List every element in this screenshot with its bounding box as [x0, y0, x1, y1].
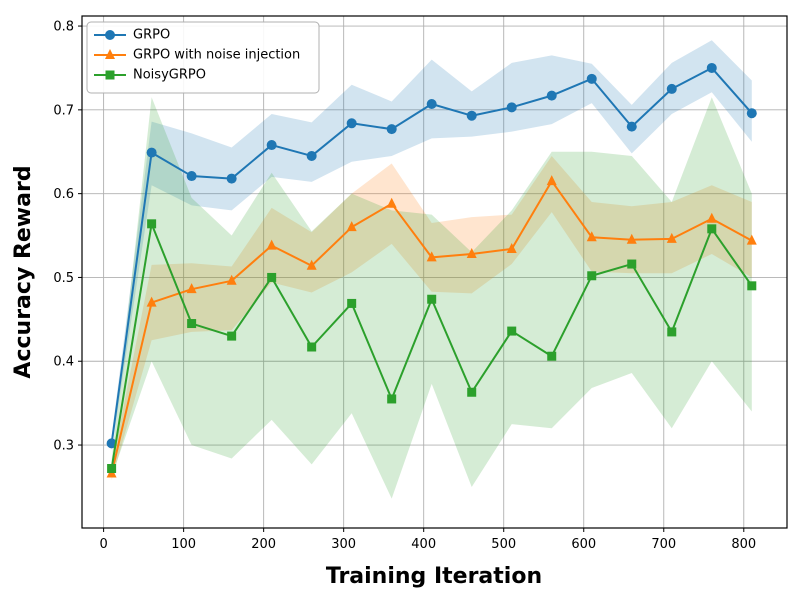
x-tick-label: 200: [251, 537, 276, 552]
data-point-circle: [386, 124, 397, 135]
data-point-circle: [346, 118, 357, 129]
data-point-square: [547, 351, 557, 361]
data-point-triangle: [746, 234, 757, 245]
data-point-square: [627, 259, 637, 269]
data-point-square: [227, 331, 237, 341]
series-grpo: [106, 62, 757, 449]
data-point-circle: [506, 102, 517, 113]
data-point-circle: [626, 121, 637, 132]
data-point-square: [507, 326, 517, 336]
legend-box: [86, 21, 320, 94]
y-axis-label: Accuracy Reward: [11, 165, 36, 378]
x-tick-label: 100: [171, 537, 196, 552]
data-point-triangle: [226, 274, 237, 285]
data-point-square: [587, 271, 597, 281]
data-point-triangle: [186, 283, 197, 294]
series-grpo-with-noise-injection: [106, 175, 757, 478]
data-point-triangle: [105, 49, 115, 59]
x-tick-label: 400: [411, 537, 436, 552]
data-point-circle: [266, 140, 277, 151]
y-tick-label: 0.6: [53, 187, 74, 202]
legend-label-grpo: GRPO: [133, 28, 170, 43]
data-point-triangle: [506, 242, 517, 253]
data-point-circle: [146, 147, 157, 158]
data-point-square: [387, 394, 397, 404]
x-tick-label: 300: [331, 537, 356, 552]
axis-ticks: 0 100 200 300 400 500 600 700 800 0.3 0.4 0.5 0.6 0.7…: [53, 20, 756, 552]
grid-lines: [82, 16, 787, 528]
data-point-square: [187, 319, 197, 329]
data-point-triangle: [146, 296, 157, 307]
legend-sample-markers: [94, 30, 126, 80]
legend: GRPO GRPO with noise injection NoisyGRPO: [86, 21, 320, 94]
data-point-square: [467, 387, 477, 397]
data-point-square: [147, 219, 157, 229]
data-point-triangle: [666, 232, 677, 243]
data-point-triangle: [426, 251, 437, 262]
data-point-circle: [746, 108, 757, 119]
y-tick-label: 0.7: [53, 103, 74, 118]
x-tick-label: 600: [571, 537, 596, 552]
y-tick-label: 0.5: [53, 271, 74, 286]
series-noisygrpo: [107, 219, 757, 474]
legend-label-noisygrpo: NoisyGRPO: [133, 68, 206, 83]
data-series: [106, 62, 757, 478]
data-point-circle: [666, 83, 677, 94]
x-tick-label: 0: [99, 537, 107, 552]
y-tick-label: 0.3: [53, 439, 74, 454]
data-point-circle: [105, 30, 115, 40]
y-tick-label: 0.8: [53, 20, 74, 35]
axes-spines: [81, 15, 788, 529]
data-point-square: [427, 294, 437, 304]
data-point-triangle: [266, 239, 277, 250]
legend-label-grpo-noise-injection: GRPO with noise injection: [133, 48, 300, 63]
data-point-triangle: [586, 231, 597, 242]
data-point-triangle: [346, 221, 357, 232]
data-point-circle: [426, 98, 437, 109]
data-point-triangle: [306, 259, 317, 270]
data-point-triangle: [706, 212, 717, 223]
data-point-square: [105, 70, 115, 80]
data-point-square: [347, 298, 357, 308]
x-tick-label: 700: [651, 537, 676, 552]
data-point-square: [747, 281, 757, 291]
data-point-circle: [706, 62, 717, 73]
data-point-square: [667, 327, 677, 337]
data-point-triangle: [626, 233, 637, 244]
data-point-circle: [106, 438, 117, 449]
data-point-triangle: [546, 175, 557, 186]
data-point-square: [707, 224, 717, 234]
x-tick-label: 500: [491, 537, 516, 552]
confidence-bands: [111, 40, 752, 499]
data-point-square: [267, 272, 277, 282]
data-point-square: [307, 342, 317, 352]
data-point-circle: [186, 171, 197, 182]
data-point-square: [107, 464, 117, 474]
data-point-circle: [546, 90, 557, 101]
data-point-triangle: [386, 197, 397, 208]
data-point-circle: [226, 173, 237, 184]
x-tick-label: 800: [731, 537, 756, 552]
plot-border: [81, 15, 788, 529]
data-point-triangle: [466, 247, 477, 258]
y-tick-label: 0.4: [53, 355, 74, 370]
data-point-circle: [306, 150, 317, 161]
data-point-circle: [466, 110, 477, 121]
data-point-circle: [586, 73, 597, 84]
x-axis-label: Training Iteration: [326, 564, 542, 589]
